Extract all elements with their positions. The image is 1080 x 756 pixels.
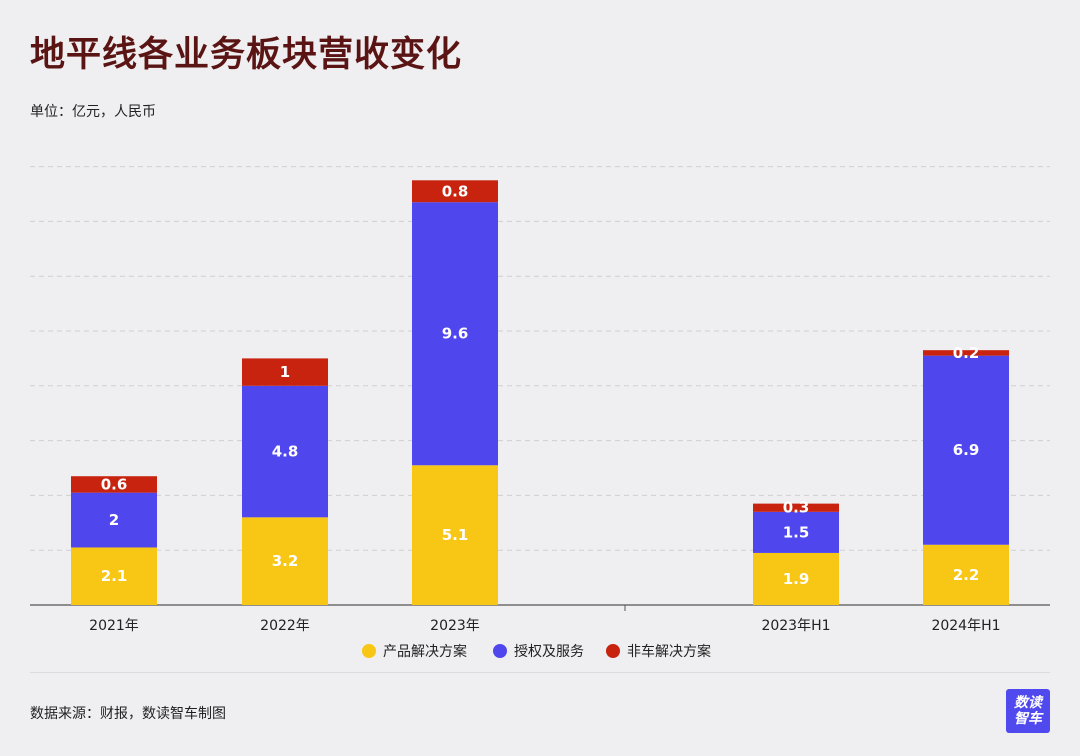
x-tick-label: 2024年H1 (931, 618, 1000, 634)
bar-segment (242, 517, 328, 605)
bar-segment (923, 544, 1009, 605)
bar-segment (412, 465, 498, 605)
data-label: 1.5 (783, 523, 810, 541)
data-label: 2 (109, 511, 119, 529)
bars (71, 180, 1009, 605)
grid-lines (30, 166, 1050, 611)
data-label: 1 (280, 363, 290, 381)
bar-segment (71, 547, 157, 605)
bar-segment (923, 355, 1009, 545)
stacked-bar-chart: 2.1 2 0.6 3.2 4.8 1 5.1 9.6 0.8 1.9 1.5 0.3 2.2 6.9 0.… (30, 166, 1050, 660)
data-label: 0.6 (101, 475, 128, 493)
legend-marker (493, 644, 507, 658)
logo-line-1: 数读 (1014, 695, 1042, 711)
bar-segment (412, 180, 498, 203)
data-label: 2.2 (953, 566, 980, 584)
data-label: 0.2 (953, 344, 980, 362)
data-label: 6.9 (953, 441, 980, 459)
footer-divider (30, 672, 1050, 673)
x-tick-label: 2023年H1 (761, 618, 830, 634)
bar-segment (923, 350, 1009, 356)
bar-segment (753, 511, 839, 553)
data-label: 4.8 (272, 443, 299, 461)
legend-label: 非车解决方案 (627, 643, 711, 660)
data-label: 0.8 (442, 182, 469, 200)
legend-label: 授权及服务 (514, 644, 584, 660)
bar-segment (242, 358, 328, 386)
legend-label: 产品解决方案 (383, 643, 467, 660)
bar-segment (71, 476, 157, 493)
legend-marker (606, 644, 620, 658)
data-label: 5.1 (442, 526, 469, 544)
data-label: 2.1 (101, 567, 128, 585)
bar-segment (71, 492, 157, 548)
bar-segment (753, 503, 839, 512)
data-label: 0.3 (783, 499, 810, 517)
data-labels: 2.1 2 0.6 3.2 4.8 1 5.1 9.6 0.8 1.9 1.5 0.3 2.2 6.9 0.… (101, 182, 980, 588)
x-tick-label: 2021年 (89, 618, 139, 634)
data-label: 9.6 (442, 325, 469, 343)
legend: 产品解决方案 授权及服务 非车解决方案 (362, 643, 711, 660)
x-tick-label: 2022年 (260, 618, 310, 634)
bar-segment (753, 552, 839, 605)
x-tick-label: 2023年 (430, 618, 480, 634)
data-label: 1.9 (783, 570, 810, 588)
x-tick-labels: 2021年 2022年 2023年 2023年H1 2024年H1 (89, 618, 1000, 634)
bar-segment (242, 385, 328, 518)
legend-marker (362, 644, 376, 658)
logo-line-2: 智车 (1014, 711, 1042, 727)
bar-segment (412, 202, 498, 466)
chart-title: 地平线各业务板块营收变化 (30, 35, 463, 75)
data-label: 3.2 (272, 552, 299, 570)
data-source: 数据来源：财报，数读智车制图 (30, 706, 226, 722)
unit-label: 单位：亿元，人民币 (30, 104, 156, 120)
brand-logo: 数读 智车 (1006, 689, 1050, 733)
